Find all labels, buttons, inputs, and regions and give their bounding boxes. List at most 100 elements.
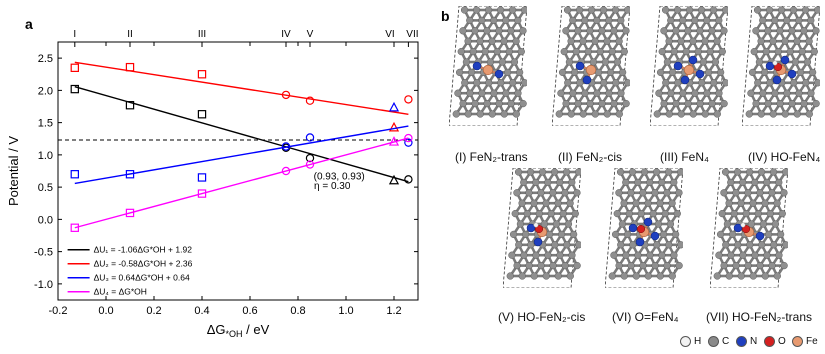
carbon-lattice (713, 168, 788, 280)
structure-6 (605, 168, 683, 288)
data-point-circle (404, 133, 413, 143)
structure-caption: (VI) O=FeN₄ (612, 310, 679, 324)
x-axis-title: ΔG*OH / eV (207, 322, 270, 339)
data-point-triangle (388, 101, 400, 112)
carbon-lattice (506, 168, 581, 280)
structure-2 (552, 6, 630, 126)
nitrogen-atom (526, 223, 536, 233)
limiting-point-label: (0.93, 0.93) (314, 171, 365, 182)
nitrogen-atom (680, 75, 690, 85)
atom-color-dot (764, 336, 775, 347)
unit-cell (449, 6, 527, 126)
unit-cell (650, 6, 728, 126)
carbon-lattice (653, 6, 728, 118)
x-tick-label: 0.0 (98, 305, 113, 317)
legend-entry: ΔU₄ = ΔG*OH (94, 287, 147, 297)
x-tick-label: 0.4 (194, 305, 209, 317)
top-axis-label: VII (406, 29, 418, 40)
structure-caption: (VII) HO-FeN₂-trans (706, 310, 812, 324)
y-tick-label: -0.5 (34, 247, 53, 259)
data-point-circle (404, 138, 413, 147)
atom-legend-item: C (708, 336, 729, 347)
structure-4 (742, 6, 820, 126)
nitrogen-atom (688, 55, 698, 65)
structure-7 (710, 168, 788, 288)
iron-atom (683, 64, 695, 76)
data-point-square (125, 170, 135, 179)
atom-color-dot (708, 336, 719, 347)
data-point-circle (281, 166, 291, 176)
top-axis-label: III (198, 29, 206, 40)
data-point-square (125, 101, 135, 110)
fit-line-3 (74, 125, 409, 185)
nitrogen-atom (472, 61, 482, 71)
structure-caption: (V) HO-FeN₂-cis (498, 310, 586, 324)
y-tick-label: 0.5 (38, 182, 53, 194)
overpotential-label: η = 0.30 (314, 181, 351, 192)
unit-cell (503, 168, 581, 288)
atom-symbol: H (694, 336, 702, 347)
hydrogen-atom (772, 60, 778, 66)
nitrogen-atom (533, 237, 543, 247)
data-point-square (197, 173, 207, 182)
data-point-square (70, 63, 79, 72)
potential-chart: -0.2 0.0 0.2 0.4 0.6 0.8 1.0 1.2 -1.0 -0.5 0.0 0.5 1… (6, 29, 419, 339)
atom-color-dot (736, 336, 747, 347)
atom-legend-item: N (736, 336, 757, 347)
top-axis-label: I (73, 29, 76, 40)
x-tick-label: 1.2 (386, 305, 401, 317)
structure-1 (449, 6, 527, 126)
data-point-triangle (388, 174, 400, 185)
nitrogen-atom (582, 75, 592, 85)
structure-caption: (III) FeN₄ (660, 150, 709, 164)
nitrogen-atom (643, 217, 653, 227)
fit-line-4 (74, 137, 409, 229)
atom-legend-item: Fe (792, 336, 818, 347)
data-point-circle (404, 95, 413, 104)
data-point-square (125, 208, 135, 218)
carbon-lattice (555, 6, 630, 118)
data-point-triangle (388, 121, 400, 132)
data-point-triangle (388, 136, 400, 146)
nitrogen-atom (695, 69, 705, 79)
nitrogen-atom (780, 55, 790, 65)
nitrogen-atom (765, 61, 775, 71)
iron-atom (585, 64, 597, 76)
top-axis-label: VI (385, 29, 394, 40)
plot-frame (57, 41, 419, 301)
unit-cell (742, 6, 820, 126)
nitrogen-atom (733, 223, 743, 233)
nitrogen-atom (673, 61, 683, 71)
structure-caption: (I) FeN₂-trans (455, 150, 528, 164)
y-tick-label: 2.0 (38, 85, 53, 97)
x-tick-label: -0.2 (49, 305, 68, 317)
y-axis-title: Potential / V (6, 136, 21, 206)
nitrogen-atom (628, 223, 638, 233)
data-point-circle (281, 142, 291, 151)
structure-5 (503, 168, 581, 288)
y-tick-label: 1.0 (38, 150, 53, 162)
nitrogen-atom (635, 237, 645, 247)
fit-line-2 (74, 61, 409, 115)
x-tick-label: 0.8 (290, 305, 305, 317)
y-tick-label: 2.5 (38, 53, 53, 65)
data-point-square (197, 110, 207, 119)
hydrogen-atom (740, 222, 746, 228)
hydrogen-atom (533, 222, 539, 228)
carbon-lattice (745, 6, 820, 118)
atom-symbol: Fe (806, 336, 818, 347)
carbon-lattice (608, 168, 683, 280)
data-point-square (197, 189, 207, 198)
panel-label-b: b (441, 8, 450, 24)
nitrogen-atom (772, 75, 782, 85)
nitrogen-atom (575, 61, 585, 71)
y-tick-label: 1.5 (38, 118, 53, 130)
nitrogen-atom (494, 69, 504, 79)
top-axis-label: V (307, 29, 314, 40)
data-point-square (70, 223, 79, 232)
structure-caption: (IV) HO-FeN₄ (748, 150, 821, 164)
nitrogen-atom (755, 231, 765, 241)
nitrogen-atom (650, 231, 660, 241)
x-tick-label: 0.2 (146, 305, 161, 317)
panel-label-a: a (25, 16, 33, 32)
